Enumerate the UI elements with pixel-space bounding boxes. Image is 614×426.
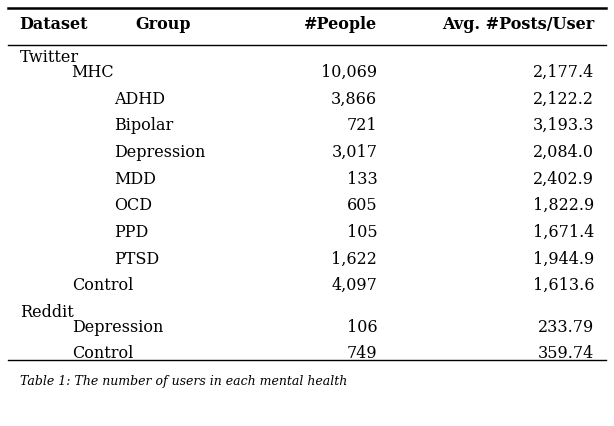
Text: Control: Control: [72, 277, 133, 294]
Text: Twitter: Twitter: [20, 49, 79, 66]
Text: Depression: Depression: [114, 144, 206, 161]
Text: 105: 105: [347, 224, 377, 241]
Text: Table 1: The number of users in each mental health: Table 1: The number of users in each men…: [20, 374, 347, 388]
Text: ADHD: ADHD: [114, 91, 165, 107]
Text: Depression: Depression: [72, 319, 163, 336]
Text: 3,866: 3,866: [331, 91, 377, 107]
Text: 3,193.3: 3,193.3: [533, 117, 594, 134]
Text: 749: 749: [347, 345, 377, 362]
Text: 2,084.0: 2,084.0: [534, 144, 594, 161]
Text: Bipolar: Bipolar: [114, 117, 174, 134]
Text: 233.79: 233.79: [538, 319, 594, 336]
Text: 133: 133: [346, 170, 377, 187]
Text: MDD: MDD: [114, 170, 157, 187]
Text: 3,017: 3,017: [332, 144, 377, 161]
Text: 2,177.4: 2,177.4: [533, 64, 594, 81]
Text: Control: Control: [72, 345, 133, 362]
Text: 2,122.2: 2,122.2: [534, 91, 594, 107]
Text: 721: 721: [347, 117, 377, 134]
Text: 1,613.6: 1,613.6: [533, 277, 594, 294]
Text: 1,944.9: 1,944.9: [533, 250, 594, 268]
Text: 106: 106: [347, 319, 377, 336]
Text: MHC: MHC: [72, 64, 114, 81]
Text: OCD: OCD: [114, 197, 152, 214]
Text: PTSD: PTSD: [114, 250, 160, 268]
Text: Reddit: Reddit: [20, 304, 74, 321]
Text: 10,069: 10,069: [321, 64, 377, 81]
Text: 359.74: 359.74: [538, 345, 594, 362]
Text: 1,822.9: 1,822.9: [533, 197, 594, 214]
Text: PPD: PPD: [114, 224, 149, 241]
Text: 1,671.4: 1,671.4: [533, 224, 594, 241]
Text: Avg. #Posts/User: Avg. #Posts/User: [442, 16, 594, 33]
Text: #People: #People: [304, 16, 377, 33]
Text: Group: Group: [136, 16, 192, 33]
Text: 1,622: 1,622: [332, 250, 377, 268]
Text: Dataset: Dataset: [20, 16, 88, 33]
Text: 2,402.9: 2,402.9: [534, 170, 594, 187]
Text: 4,097: 4,097: [332, 277, 377, 294]
Text: 605: 605: [347, 197, 377, 214]
